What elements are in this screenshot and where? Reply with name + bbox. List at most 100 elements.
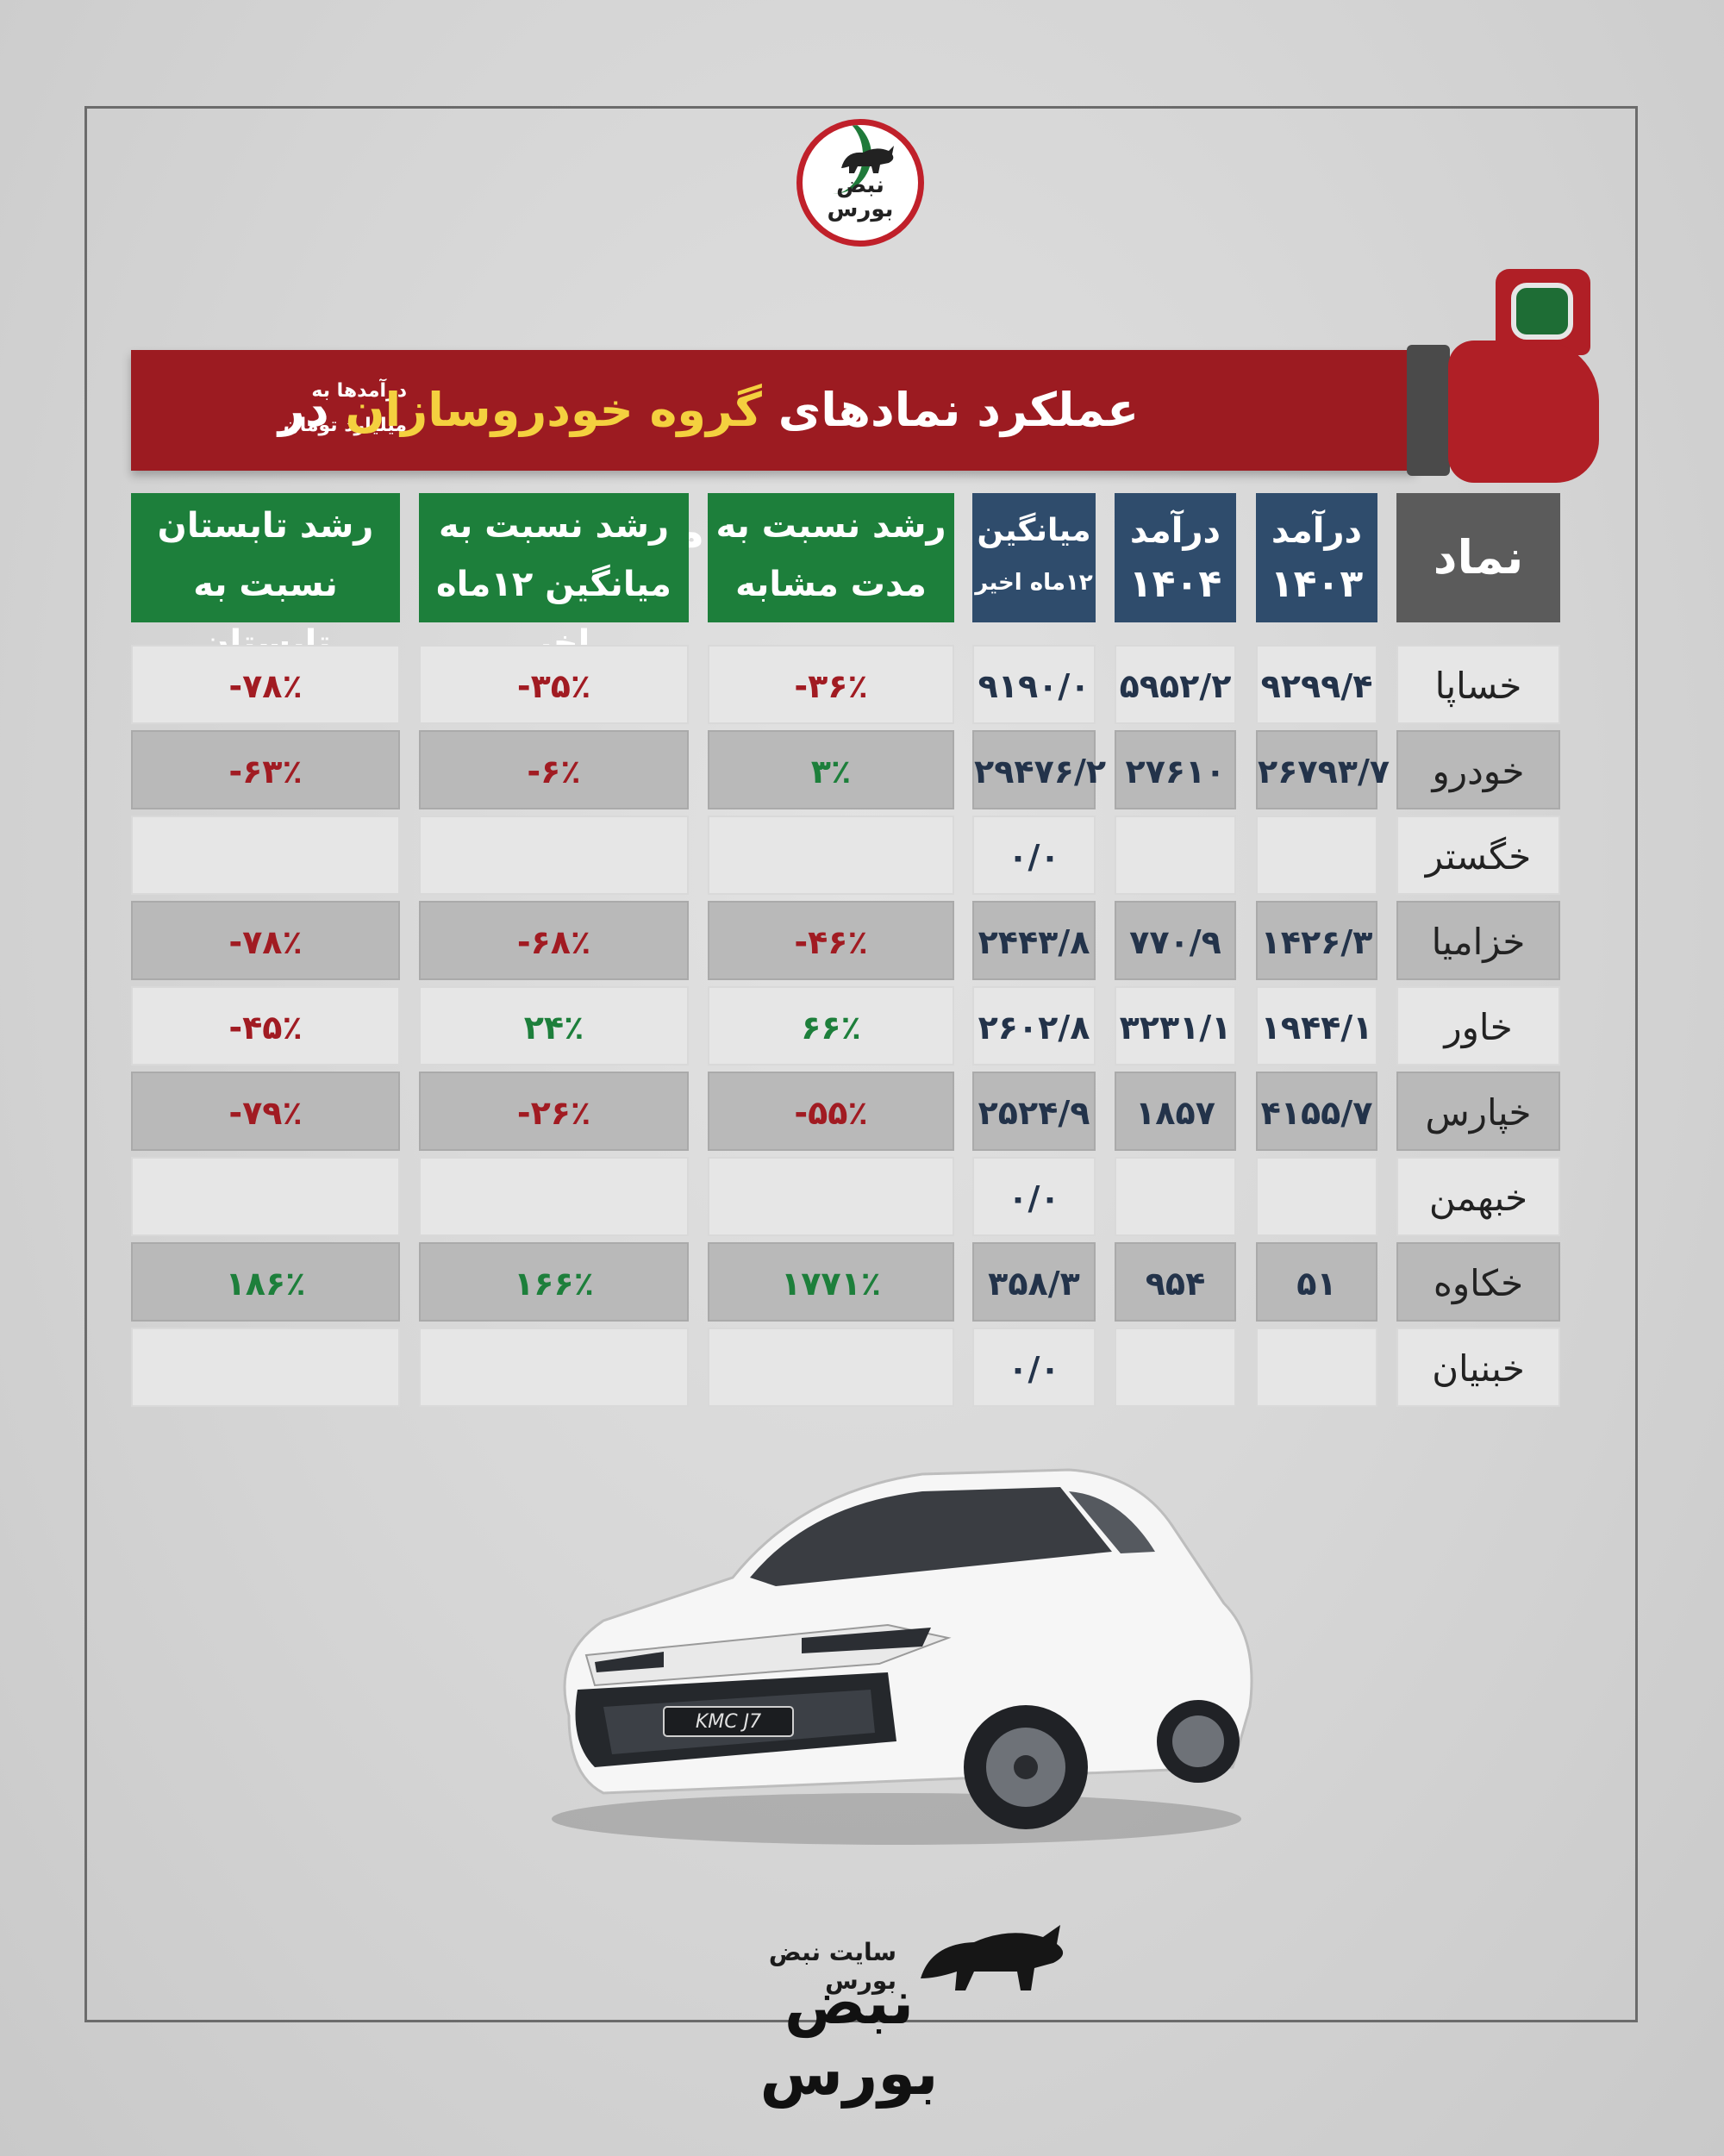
header-revenue-1403-line1: درآمد xyxy=(1271,511,1363,551)
cell-avg: ۳۵۸/۳ xyxy=(972,1242,1096,1322)
header-growth-summer-line1: رشد تابستان xyxy=(157,506,374,546)
header-average-line1: میانگین xyxy=(977,513,1091,548)
table-row: خساپا ۹۲۹۹/۴ ۵۹۵۲/۲ ۹۱۹۰/۰ -۳۶٪ -۳۵٪ -۷۸٪ xyxy=(0,645,1724,724)
table-row: خزامیا ۱۴۲۶/۳ ۷۷۰/۹ ۲۴۴۳/۸ -۴۶٪ -۶۸٪ -۷۸٪ xyxy=(0,901,1724,980)
cell-g-summer xyxy=(131,816,400,895)
cell-rev1404: ۳۲۳۱/۱ xyxy=(1115,986,1236,1066)
cell-g-summer: -۷۹٪ xyxy=(131,1072,400,1151)
header-growth-summer: رشد تابستان نسبت به تابستان xyxy=(131,493,400,663)
header-revenue-1404-line2: ۱۴۰۴ xyxy=(1128,562,1222,606)
unit-note: درآمدها به میلیارد تومان xyxy=(183,374,407,443)
cell-g-summer: -۷۸٪ xyxy=(131,901,400,980)
cell-rev1403: ۴۱۵۵/۷ xyxy=(1256,1072,1377,1151)
footer-brand-name: نبض بورس xyxy=(759,1967,939,2109)
title-banner: درآمدها به میلیارد تومان عملکرد نمادهای … xyxy=(131,350,1415,558)
cell-rev1403 xyxy=(1256,1328,1377,1407)
page-frame xyxy=(84,106,1638,2022)
cell-symbol: خپارس xyxy=(1396,1072,1560,1151)
cell-rev1404: ۵۹۵۲/۲ xyxy=(1115,645,1236,724)
header-revenue-1404-line1: درآمد xyxy=(1129,511,1221,551)
cell-g-summer: ۱۸۶٪ xyxy=(131,1242,400,1322)
cell-g-summer xyxy=(131,1157,400,1236)
header-symbol: نماد xyxy=(1396,493,1560,622)
logo-text: نبض بورس xyxy=(827,172,894,222)
cell-g-avg xyxy=(419,816,689,895)
cell-g-avg: ۱۶۶٪ xyxy=(419,1242,689,1322)
cell-g-same: -۳۶٪ xyxy=(708,645,954,724)
cell-g-same: ۱۷۷۱٪ xyxy=(708,1242,954,1322)
cell-symbol: خودرو xyxy=(1396,730,1560,809)
header-growth-same-line1: رشد نسبت به xyxy=(715,506,946,546)
bull-icon xyxy=(841,146,894,173)
cell-g-same: -۵۵٪ xyxy=(708,1072,954,1151)
cell-symbol: خساپا xyxy=(1396,645,1560,724)
cell-g-avg: -۶۸٪ xyxy=(419,901,689,980)
cell-g-avg: -۲۶٪ xyxy=(419,1072,689,1151)
header-revenue-1404: درآمد ۱۴۰۴ xyxy=(1115,493,1236,622)
car-image: KMC J7 xyxy=(552,1468,1253,1845)
table-row: خگستر ۰/۰ xyxy=(0,816,1724,895)
cell-symbol: خکاوه xyxy=(1396,1242,1560,1322)
table-row: خبنیان ۰/۰ xyxy=(0,1328,1724,1407)
cell-g-avg xyxy=(419,1328,689,1407)
cell-rev1404: ۱۸۵۷ xyxy=(1115,1072,1236,1151)
car-plate-text: KMC J7 xyxy=(696,1711,761,1733)
cell-rev1403: ۱۹۴۴/۱ xyxy=(1256,986,1377,1066)
title-highlight: گروه خودروسازان xyxy=(345,383,762,437)
header-growth-same-line2: مدت مشابه xyxy=(735,565,927,604)
unit-note-line1: درآمدها به xyxy=(311,380,407,402)
cell-rev1404: ۷۷۰/۹ xyxy=(1115,901,1236,980)
cell-avg: ۰/۰ xyxy=(972,1328,1096,1407)
cell-rev1404 xyxy=(1115,1328,1236,1407)
brand-logo: نبض بورس xyxy=(796,119,924,247)
table-row: خودرو ۲۶۷۹۳/۷ ۲۷۶۱۰ ۲۹۴۷۶/۲ ۳٪ -۶٪ -۶۳٪ xyxy=(0,730,1724,809)
cell-avg: ۲۴۴۳/۸ xyxy=(972,901,1096,980)
footer-bull-icon xyxy=(921,1925,1064,1990)
cell-rev1403: ۵۱ xyxy=(1256,1242,1377,1322)
cell-avg: ۲۵۲۴/۹ xyxy=(972,1072,1096,1151)
cell-g-avg: -۳۵٪ xyxy=(419,645,689,724)
header-revenue-1403-line2: ۱۴۰۳ xyxy=(1270,562,1364,606)
header-average-line2: ۱۲ماه اخیر xyxy=(975,570,1093,596)
cell-rev1404: ۲۷۶۱۰ xyxy=(1115,730,1236,809)
hand-fist-decoration xyxy=(1448,341,1599,483)
cell-rev1403 xyxy=(1256,1157,1377,1236)
cell-g-same: -۴۶٪ xyxy=(708,901,954,980)
header-growth-same-period: رشد نسبت به مدت مشابه xyxy=(708,493,954,622)
cell-g-same xyxy=(708,1157,954,1236)
hand-card-inner xyxy=(1511,283,1573,340)
cell-symbol: خگستر xyxy=(1396,816,1560,895)
cell-g-same: ۶۶٪ xyxy=(708,986,954,1066)
hand-cuff-decoration xyxy=(1407,345,1450,476)
header-average-12m: میانگین ۱۲ماه اخیر xyxy=(972,493,1096,622)
cell-symbol: خزامیا xyxy=(1396,901,1560,980)
table-row: خکاوه ۵۱ ۹۵۴ ۳۵۸/۳ ۱۷۷۱٪ ۱۶۶٪ ۱۸۶٪ xyxy=(0,1242,1724,1322)
cell-rev1403: ۹۲۹۹/۴ xyxy=(1256,645,1377,724)
cell-g-avg: ۲۴٪ xyxy=(419,986,689,1066)
header-growth-vs-average: رشد نسبت به میانگین ۱۲ماه اخیر xyxy=(419,493,689,663)
cell-rev1403: ۲۶۷۹۳/۷ xyxy=(1256,730,1390,809)
table-row: خبهمن ۰/۰ xyxy=(0,1157,1724,1236)
cell-symbol: خبنیان xyxy=(1396,1328,1560,1407)
header-symbol-label: نماد xyxy=(1433,530,1524,584)
cell-rev1403: ۱۴۲۶/۳ xyxy=(1256,901,1377,980)
cell-avg: ۹۱۹۰/۰ xyxy=(972,645,1096,724)
cell-avg: ۲۶۰۲/۸ xyxy=(972,986,1096,1066)
cell-g-summer xyxy=(131,1328,400,1407)
cell-avg: ۰/۰ xyxy=(972,1157,1096,1236)
cell-g-summer: -۶۳٪ xyxy=(131,730,400,809)
cell-rev1404: ۹۵۴ xyxy=(1115,1242,1236,1322)
cell-rev1404 xyxy=(1115,816,1236,895)
cell-avg: ۲۹۴۷۶/۲ xyxy=(972,730,1106,809)
footer-site-label: سایت نبض بورس xyxy=(768,1938,896,1995)
title-part1: عملکرد نمادهای xyxy=(761,383,1140,437)
cell-g-same xyxy=(708,1328,954,1407)
cell-symbol: خبهمن xyxy=(1396,1157,1560,1236)
cell-g-summer: -۷۸٪ xyxy=(131,645,400,724)
cell-symbol: خاور xyxy=(1396,986,1560,1066)
cell-g-summer: -۴۵٪ xyxy=(131,986,400,1066)
cell-g-avg: -۶٪ xyxy=(419,730,689,809)
cell-g-same xyxy=(708,816,954,895)
header-growth-avg-line1: رشد نسبت به xyxy=(439,506,669,546)
header-revenue-1403: درآمد ۱۴۰۳ xyxy=(1256,493,1377,622)
